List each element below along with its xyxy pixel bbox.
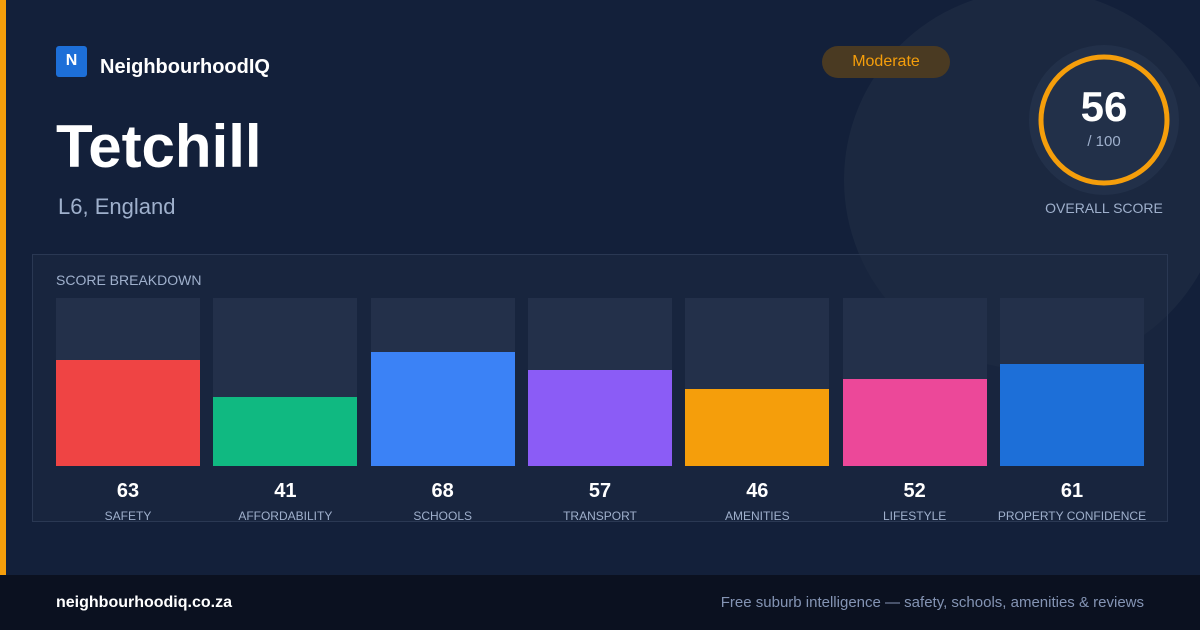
footer-tagline: Free suburb intelligence — safety, schoo… xyxy=(720,594,1144,611)
bar xyxy=(527,370,672,466)
score-value: 56 xyxy=(1081,83,1128,130)
bar-label: SAFETY xyxy=(104,509,152,523)
bar-value: 46 xyxy=(746,480,769,502)
footer xyxy=(0,575,1200,630)
bar-value: 57 xyxy=(588,480,612,502)
bar xyxy=(370,351,515,466)
ring-bg xyxy=(1029,45,1179,195)
ring xyxy=(1038,54,1170,186)
bar-track xyxy=(370,298,515,466)
score-max: / 100 xyxy=(1087,133,1120,150)
bar-track xyxy=(685,298,830,466)
bar-label: SCHOOLS xyxy=(413,509,472,523)
logo: N xyxy=(56,46,87,77)
bar-label: LIFESTYLE xyxy=(882,509,947,523)
bar-track xyxy=(527,298,672,466)
accent-stripe xyxy=(0,0,6,575)
breakdown-title: SCORE BREAKDOWN xyxy=(56,272,202,288)
badge: Moderate xyxy=(822,46,950,78)
title: Tetchill xyxy=(56,113,262,180)
location: L6, England xyxy=(58,194,176,219)
bar-label: PROPERTY CONFIDENCE xyxy=(997,509,1147,523)
bar-value: 63 xyxy=(116,480,140,502)
bar-track xyxy=(842,298,987,466)
footer-url: neighbourhoodiq.co.za xyxy=(56,594,232,611)
bar xyxy=(685,388,830,466)
bar xyxy=(999,363,1144,466)
bar-value: 52 xyxy=(903,480,926,502)
bar-track xyxy=(56,298,200,466)
bar xyxy=(213,397,358,466)
bar-label: AMENITIES xyxy=(724,509,790,523)
bar-label: TRANSPORT xyxy=(563,509,637,523)
bar-value: 41 xyxy=(274,480,297,502)
bar-track xyxy=(213,298,358,466)
score-label: OVERALL SCORE xyxy=(1045,200,1163,216)
bar xyxy=(842,378,987,466)
score-ring: 56 / 100 xyxy=(1029,45,1179,195)
bar-track xyxy=(999,298,1144,466)
bar-value: 68 xyxy=(431,480,454,502)
bar xyxy=(56,360,200,466)
brand-name: NeighbourhoodIQ xyxy=(100,56,270,78)
bar-label: AFFORDABILITY xyxy=(238,509,333,523)
bar-value: 61 xyxy=(1060,480,1084,502)
